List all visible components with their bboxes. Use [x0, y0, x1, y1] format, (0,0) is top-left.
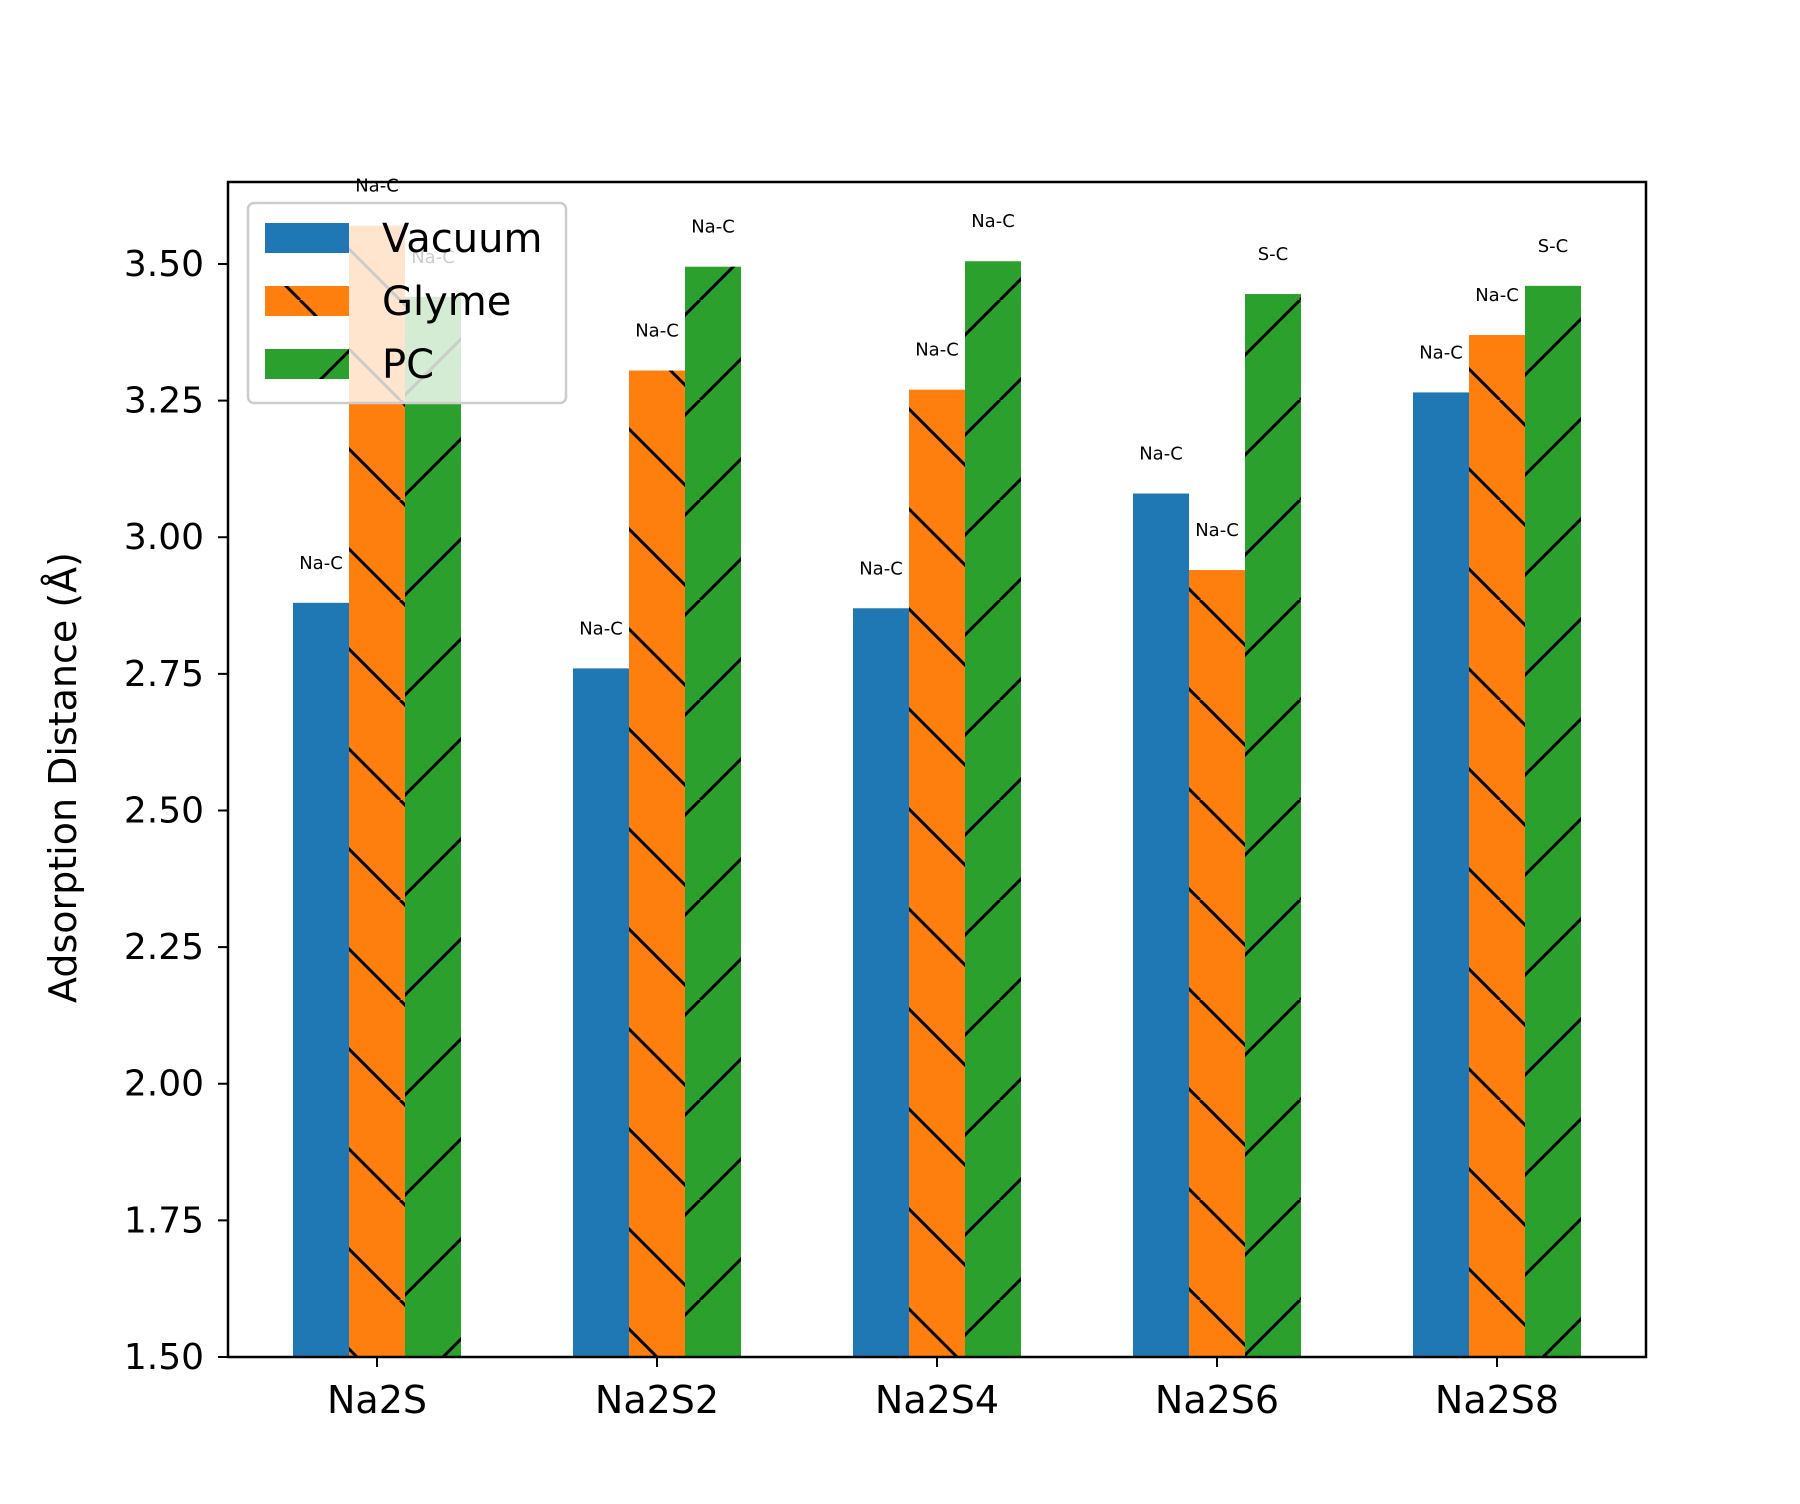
bar-hatch-glyme-na2s8	[1469, 335, 1525, 1357]
bar-data-label: Na-C	[1139, 444, 1183, 465]
bar-vacuum-na2s6	[1133, 493, 1189, 1358]
bar-data-label: Na-C	[299, 553, 343, 574]
x-tick-label: Na2S	[327, 1378, 427, 1422]
axes-layer: 1.50 1.75 2.00 2.25 2.50 2.75 3.00 3.25 3.50 Na2S…	[41, 180, 1648, 1422]
legend: Vacuum Glyme PC	[246, 201, 568, 405]
bar-vacuum-na2s4	[853, 608, 909, 1357]
bar-data-label: Na-C	[915, 340, 959, 361]
bar-hatch-pc-na2s8	[1525, 285, 1581, 1358]
bar-hatch-glyme-na2s	[349, 225, 405, 1357]
bar-data-label: Na-C	[1475, 285, 1519, 306]
legend-swatch-hatch-pc	[265, 349, 349, 379]
bar-hatch-pc-na2s	[405, 296, 461, 1357]
legend-label-pc: PC	[382, 342, 434, 388]
bar-data-label: Na-C	[355, 176, 399, 197]
y-tick-label: 2.25	[124, 927, 204, 968]
legend-swatch-vacuum	[265, 223, 349, 253]
bar-data-label: Na-C	[579, 618, 623, 639]
bar-vacuum-na2s8	[1413, 392, 1469, 1357]
x-tick-label: Na2S8	[1435, 1378, 1559, 1422]
bar-hatch-glyme-na2s2	[629, 370, 685, 1357]
bar-hatch-glyme-na2s6	[1189, 570, 1245, 1357]
bar-hatch-glyme-na2s4	[909, 389, 965, 1357]
x-tick-label: Na2S4	[875, 1378, 999, 1422]
bar-data-label: S-C	[1538, 236, 1569, 257]
bar-hatch-pc-na2s6	[1245, 294, 1301, 1357]
y-axis-label: Adsorption Distance (Å)	[41, 552, 85, 1003]
bar-data-label: Na-C	[635, 321, 679, 342]
bar-data-label: Na-C	[691, 217, 735, 238]
legend-label-vacuum: Vacuum	[382, 216, 542, 262]
x-tick-label: Na2S6	[1155, 1378, 1279, 1422]
y-tick-label: 1.75	[124, 1200, 204, 1241]
bar-hatch-pc-na2s4	[965, 261, 1021, 1358]
y-tick-label: 3.25	[124, 381, 204, 422]
y-tick-label: 3.50	[124, 244, 204, 285]
bar-data-label: Na-C	[1419, 342, 1463, 363]
y-tick-label: 2.00	[124, 1064, 204, 1105]
bars-layer	[293, 225, 1581, 1358]
y-tick-label: 3.00	[124, 517, 204, 558]
y-tick-label: 1.50	[124, 1337, 204, 1378]
bar-vacuum-na2s	[293, 602, 349, 1357]
bar-data-label: Na-C	[1195, 520, 1239, 541]
y-tick-label: 2.50	[124, 790, 204, 831]
legend-swatch-hatch-glyme	[265, 286, 349, 316]
bar-vacuum-na2s2	[573, 668, 629, 1357]
bar-data-label: S-C	[1258, 244, 1289, 265]
x-tick-label: Na2S2	[595, 1378, 719, 1422]
legend-label-glyme: Glyme	[382, 279, 511, 325]
bar-data-label: Na-C	[971, 211, 1015, 232]
bar-hatch-pc-na2s2	[685, 266, 741, 1358]
bar-data-label: Na-C	[859, 558, 903, 579]
y-tick-label: 2.75	[124, 654, 204, 695]
